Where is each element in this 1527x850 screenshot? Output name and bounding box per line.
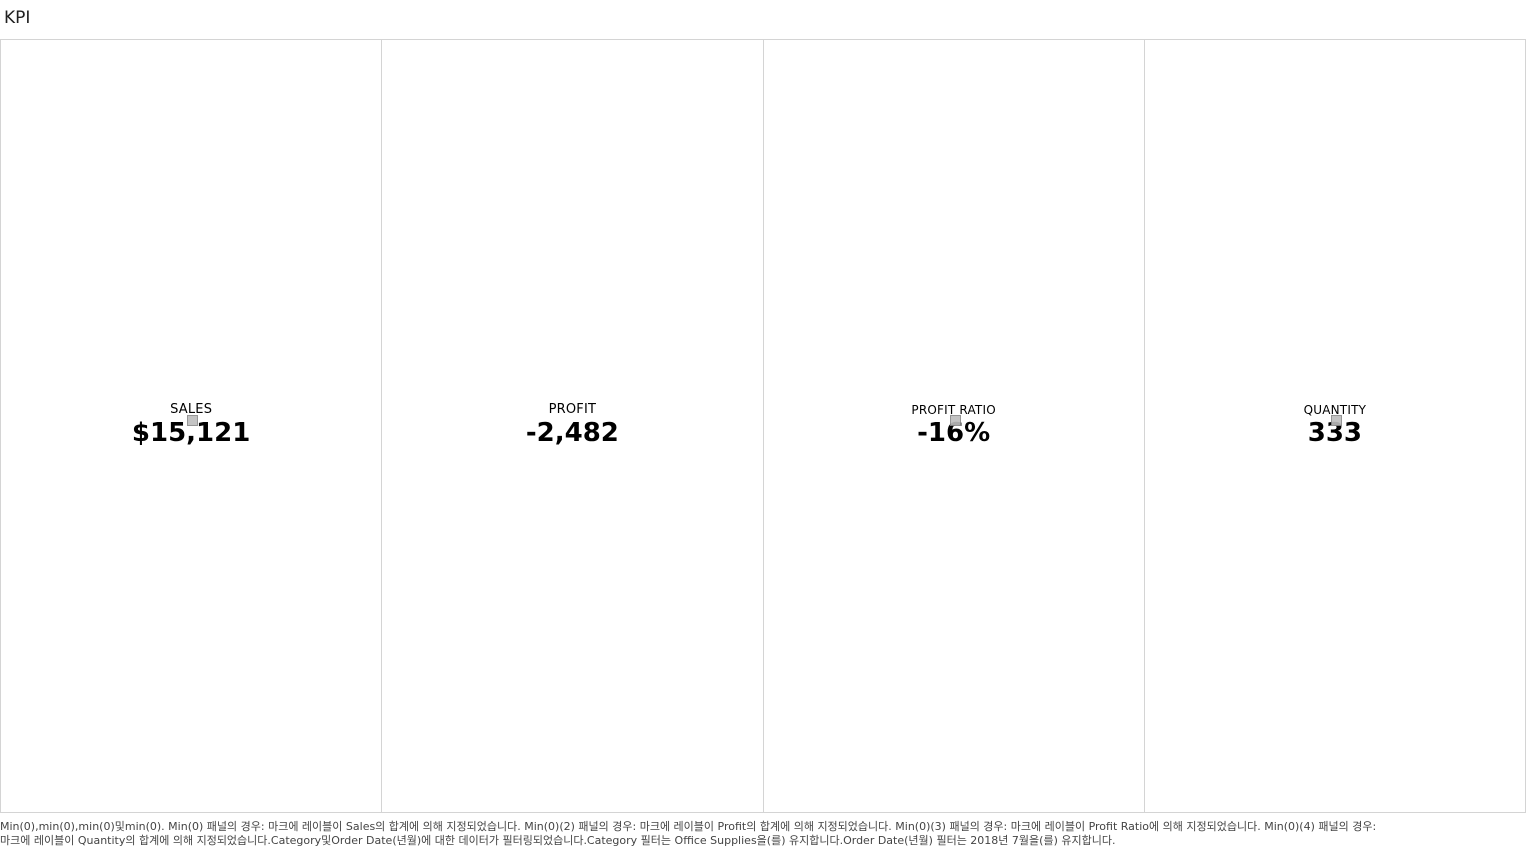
- kpi-value-profit-ratio: -16%: [917, 415, 990, 448]
- caption-line-1: Min(0),min(0),min(0)및min(0). Min(0) 패널의 …: [0, 820, 1377, 833]
- kpi-quantity: QUANTITY 333: [1145, 402, 1525, 448]
- kpi-label-profit: PROFIT: [548, 402, 597, 417]
- accessibility-caption: Min(0),min(0),min(0)및min(0). Min(0) 패널의 …: [0, 820, 1527, 848]
- kpi-label-quantity: QUANTITY: [1303, 403, 1367, 417]
- mark-selector-icon[interactable]: [1330, 415, 1342, 426]
- kpi-profit-ratio: PROFIT RATIO -16%: [764, 402, 1144, 448]
- mark-selector-icon[interactable]: [187, 415, 199, 426]
- caption-line-2: 마크에 레이블이 Quantity의 합계에 의해 지정되었습니다.Catego…: [0, 834, 1116, 847]
- page-title: KPI: [4, 8, 31, 28]
- kpi-value-quantity: 333: [1308, 415, 1362, 448]
- kpi-value-profit: -2,482: [526, 418, 619, 448]
- kpi-panel-sales[interactable]: SALES $15,121: [0, 40, 381, 812]
- kpi-label-profit-ratio: PROFIT RATIO: [911, 403, 996, 417]
- kpi-value-sales: $15,121: [132, 415, 250, 448]
- kpi-label-sales: SALES: [170, 402, 213, 417]
- kpi-sales: SALES $15,121: [1, 402, 381, 448]
- kpi-profit: PROFIT -2,482: [382, 402, 762, 448]
- kpi-panel-profit-ratio[interactable]: PROFIT RATIO -16%: [762, 40, 1144, 812]
- mark-selector-icon[interactable]: [949, 415, 961, 426]
- kpi-panel-profit[interactable]: PROFIT -2,482: [381, 40, 762, 812]
- kpi-panels: SALES $15,121 PROFIT -2,482 PROFIT RATIO…: [0, 39, 1526, 813]
- kpi-value-profit-text: -2,482: [525, 418, 619, 448]
- kpi-panel-quantity[interactable]: QUANTITY 333: [1143, 40, 1526, 812]
